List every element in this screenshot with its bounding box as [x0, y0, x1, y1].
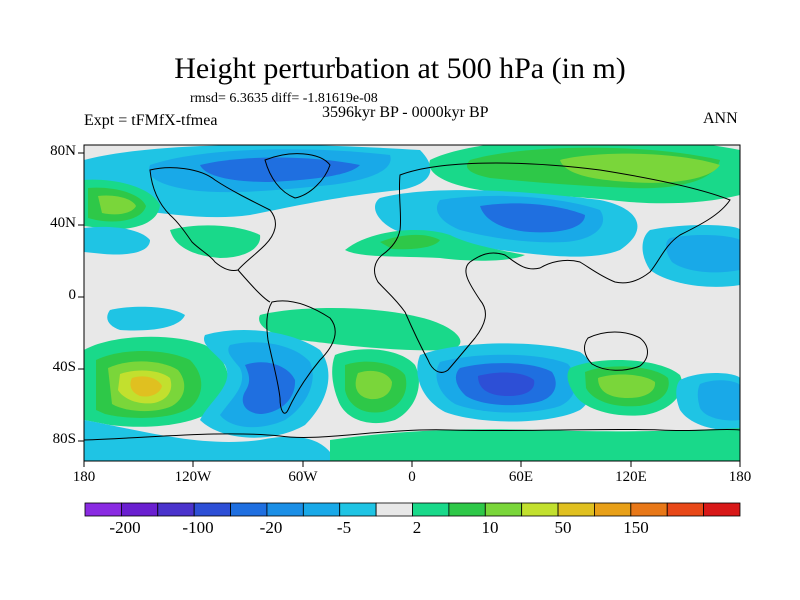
lat-tick-label: 0 — [68, 287, 77, 303]
lat-tick-label: 80N — [50, 143, 76, 159]
indian-ocean-negative-core — [478, 372, 535, 396]
colorbar-swatch — [302, 502, 341, 517]
lon-tick-label: 60E — [508, 469, 534, 485]
height-field — [84, 145, 740, 461]
arctic-negative-inner — [200, 157, 360, 182]
lon-tick-label: 0 — [408, 469, 416, 485]
tropical-positive-band — [259, 308, 461, 351]
colorbar-swatch — [630, 502, 668, 517]
nw-pacific-negative-core — [666, 234, 740, 273]
mediterranean-positive — [345, 230, 525, 261]
antarctic-negative-band — [84, 420, 330, 461]
axis-ticks — [78, 152, 741, 467]
central-america-coast — [237, 269, 271, 303]
south-pacific-positive-peak — [130, 376, 162, 397]
season-label: ANN — [703, 110, 738, 127]
colorbar-label: 10 — [481, 518, 499, 537]
north-america-coast — [149, 167, 276, 271]
south-america-coast — [266, 300, 336, 414]
coastlines — [84, 153, 740, 441]
central-pacific-negative — [84, 226, 150, 255]
south-america-negative-core — [242, 362, 296, 414]
colorbar-swatch — [157, 502, 195, 517]
australia-south-positive-core — [598, 374, 656, 398]
colorbar-swatch — [521, 502, 559, 517]
mediterranean-positive-core — [380, 234, 440, 250]
colorbar-swatch — [484, 502, 523, 517]
tropical-pacific-negative — [107, 306, 185, 331]
lat-tick-label: 40S — [52, 359, 76, 375]
sw-pacific-negative-mid — [697, 380, 740, 421]
colorbar-label: -5 — [336, 518, 352, 537]
colorbar-swatch — [266, 502, 304, 517]
atlantic-positive-anomaly — [170, 225, 261, 258]
colorbar-label: -20 — [259, 518, 283, 537]
antarctic-positive-band — [330, 428, 740, 461]
australia-coast — [584, 331, 648, 371]
lon-tick-label: 180 — [72, 469, 96, 485]
colorbar-label: -100 — [182, 518, 214, 537]
lon-tick-label: 180 — [728, 469, 752, 485]
colorbar-swatch — [448, 502, 486, 517]
antarctica-coast — [84, 428, 740, 441]
colorbar-swatch — [703, 502, 741, 517]
lat-tick-label: 40N — [50, 215, 76, 231]
colorbar-swatch — [375, 502, 413, 517]
colorbar-swatch — [557, 502, 595, 517]
lon-tick-label: 120W — [174, 469, 212, 485]
colorbar-swatch — [84, 502, 122, 517]
colorbar — [84, 502, 741, 517]
north-pacific-positive-inner — [98, 195, 136, 215]
lat-tick-label: 80S — [52, 431, 76, 447]
colorbar-swatch — [230, 502, 268, 517]
colorbar-swatch — [120, 502, 159, 517]
lon-tick-label: 120E — [615, 469, 647, 485]
south-atlantic-positive-core — [355, 370, 392, 400]
period-label: 3596kyr BP - 0000kyr BP — [322, 104, 489, 121]
colorbar-swatch — [594, 502, 632, 517]
colorbar-label: 50 — [554, 518, 572, 537]
figure-title: Height perturbation at 500 hPa (in m) — [174, 52, 626, 85]
lon-tick-label: 60W — [288, 469, 318, 485]
colorbar-swatch — [193, 502, 231, 517]
colorbar-swatch — [666, 502, 705, 517]
colorbar-swatch — [412, 502, 450, 517]
colorbar-swatch — [339, 502, 377, 517]
colorbar-label: 2 — [412, 518, 422, 537]
siberia-positive-core — [560, 153, 720, 183]
colorbar-label: 150 — [623, 518, 649, 537]
stats-line: rmsd= 6.3635 diff= -1.81619e-08 — [190, 91, 378, 106]
experiment-label: Expt = tFMfX-tfmea — [84, 112, 218, 129]
eurasia-africa-coast — [374, 162, 731, 373]
greenland-coast — [264, 153, 331, 199]
eurasia-negative-core — [480, 203, 585, 233]
colorbar-label: -200 — [109, 518, 141, 537]
